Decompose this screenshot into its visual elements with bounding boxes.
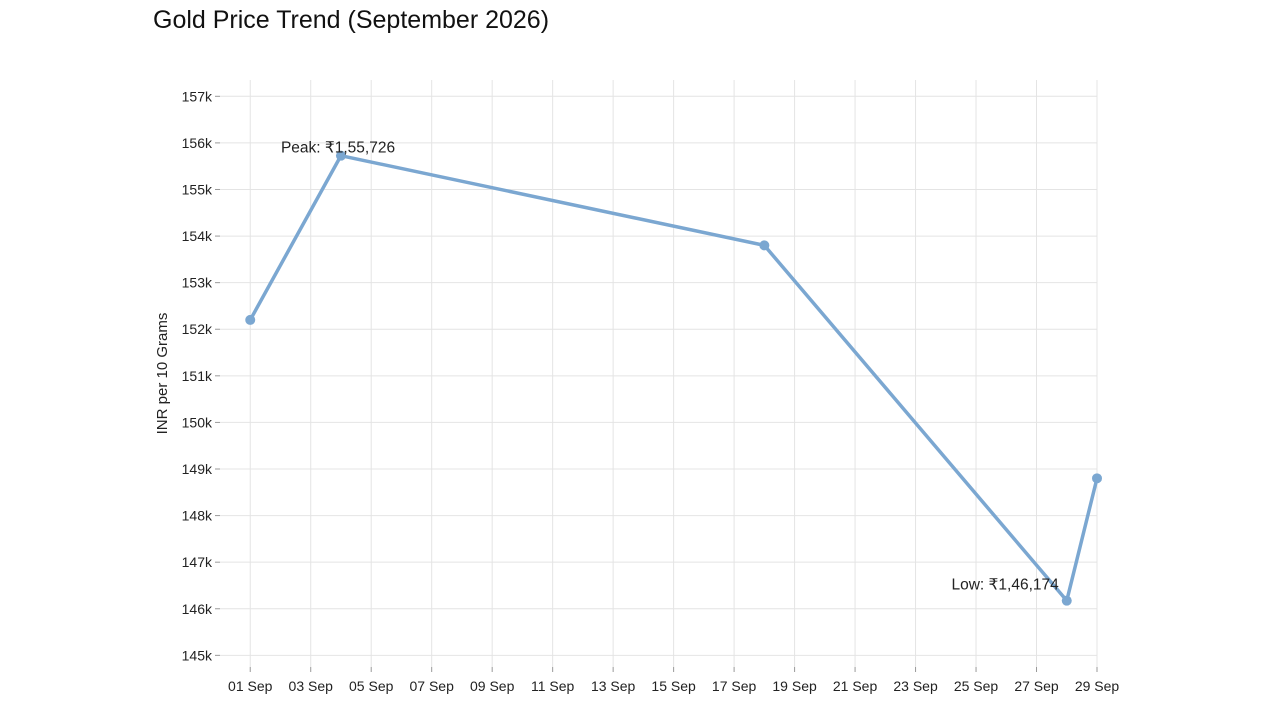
y-tick-label: 157k [182, 88, 213, 104]
x-tick-label: 29 Sep [1075, 678, 1120, 694]
y-axis-label: INR per 10 Grams [154, 313, 171, 435]
x-tick-label: 09 Sep [470, 678, 515, 694]
x-tick-label: 05 Sep [349, 678, 394, 694]
y-tick-label: 154k [182, 228, 213, 244]
peak-annotation: Peak: ₹1,55,726 [281, 140, 395, 157]
x-tick-label: 11 Sep [531, 678, 575, 694]
data-point [1061, 595, 1072, 606]
x-tick-label: 07 Sep [410, 678, 455, 694]
y-tick-label: 149k [182, 461, 213, 477]
y-tick-label: 155k [182, 181, 213, 197]
y-tick-label: 150k [182, 414, 213, 430]
x-tick-label: 17 Sep [712, 678, 757, 694]
grid-lines [220, 80, 1098, 667]
axis-ticks: 01 Sep 03 Sep 05 Sep 07 Sep 09 Sep 11 Sep 13 S… [182, 88, 1120, 694]
annotations: Peak: ₹1,55,726 Low: ₹1,46,174 [281, 140, 1059, 594]
y-tick-label: 153k [182, 275, 213, 291]
data-point [759, 240, 770, 251]
data-point [335, 150, 346, 161]
chart-title: Gold Price Trend (September 2026) [153, 6, 550, 34]
x-tick-label: 27 Sep [1014, 678, 1059, 694]
series-points [245, 150, 1102, 606]
y-tick-label: 145k [182, 647, 213, 663]
y-tick-label: 148k [182, 508, 213, 524]
x-tick-label: 15 Sep [651, 678, 696, 694]
x-tick-label: 25 Sep [954, 678, 999, 694]
y-tick-label: 147k [182, 554, 213, 570]
x-tick-label: 01 Sep [228, 678, 273, 694]
x-tick-label: 21 Sep [833, 678, 878, 694]
x-tick-label: 03 Sep [289, 678, 334, 694]
y-tick-label: 156k [182, 135, 213, 151]
data-point [245, 314, 256, 325]
y-tick-label: 146k [182, 601, 213, 617]
data-point [1092, 473, 1102, 484]
x-tick-label: 23 Sep [893, 678, 938, 694]
x-tick-label: 19 Sep [772, 678, 817, 694]
y-tick-label: 152k [182, 321, 213, 337]
y-tick-label: 151k [182, 368, 213, 384]
low-annotation: Low: ₹1,46,174 [952, 577, 1060, 594]
x-tick-label: 13 Sep [591, 678, 636, 694]
